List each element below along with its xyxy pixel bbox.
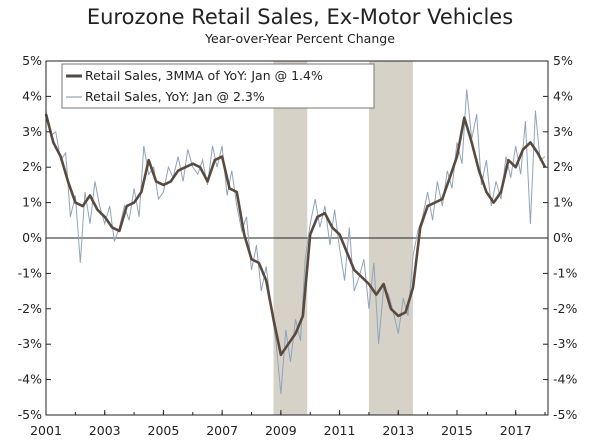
legend-label-smoothed: Retail Sales, 3MMA of YoY: Jan @ 1.4% <box>85 68 323 83</box>
y-tick-label-left: -2% <box>18 301 42 316</box>
x-tick-label: 2015 <box>441 423 473 438</box>
y-tick-label-left: 0% <box>22 230 42 245</box>
y-tick-label-right: 0% <box>553 230 573 245</box>
series-lines <box>44 89 547 394</box>
y-tick-label-left: 5% <box>22 53 42 68</box>
y-tick-label-right: -5% <box>553 407 577 422</box>
y-tick-label-right: -4% <box>553 372 577 387</box>
legend-box <box>61 63 375 109</box>
legend-label-monthly: Retail Sales, YoY: Jan @ 2.3% <box>85 89 265 104</box>
y-tick-label-left: 2% <box>22 159 42 174</box>
y-tick-label-right: -2% <box>553 301 577 316</box>
y-tick-label-right: -3% <box>553 336 577 351</box>
x-tick-label: 2001 <box>30 423 62 438</box>
y-tick-label-left: -3% <box>18 336 42 351</box>
x-tick-label: 2013 <box>382 423 414 438</box>
y-tick-label-right: 3% <box>553 124 573 139</box>
x-tick-label: 2011 <box>324 423 356 438</box>
y-tick-label-left: -5% <box>18 407 42 422</box>
y-tick-label-right: 5% <box>553 53 573 68</box>
y-tick-label-right: 4% <box>553 88 573 103</box>
chart-title: Eurozone Retail Sales, Ex-Motor Vehicles <box>87 5 513 29</box>
y-tick-label-right: 1% <box>553 195 573 210</box>
y-axis-right: 5% 4% 3% 2% 1% 0% -1% -2% -3% -4% -5% <box>543 53 577 422</box>
x-tick-label: 2005 <box>148 423 180 438</box>
series-line-monthly <box>45 89 546 394</box>
x-tick-label: 2007 <box>206 423 238 438</box>
x-tick-label: 2009 <box>265 423 297 438</box>
y-tick-label-left: 4% <box>22 88 42 103</box>
y-tick-label-right: -1% <box>553 265 577 280</box>
x-tick-label: 2003 <box>89 423 121 438</box>
x-axis: 2001 2003 2005 2007 2009 2011 2013 2015 2017 <box>30 410 546 438</box>
y-tick-label-left: 1% <box>22 195 42 210</box>
y-tick-label-right: 2% <box>553 159 573 174</box>
y-tick-label-left: 3% <box>22 124 42 139</box>
x-tick-label: 2017 <box>500 423 532 438</box>
series-line-smoothed <box>44 113 547 357</box>
y-axis-left: 5% 4% 3% 2% 1% 0% -1% -2% -3% -4% -5% <box>18 53 51 422</box>
y-tick-label-left: -1% <box>18 265 42 280</box>
y-tick-label-left: -4% <box>18 372 42 387</box>
chart-subtitle: Year-over-Year Percent Change <box>204 31 395 46</box>
legend: Retail Sales, 3MMA of YoY: Jan @ 1.4% Re… <box>61 63 375 109</box>
